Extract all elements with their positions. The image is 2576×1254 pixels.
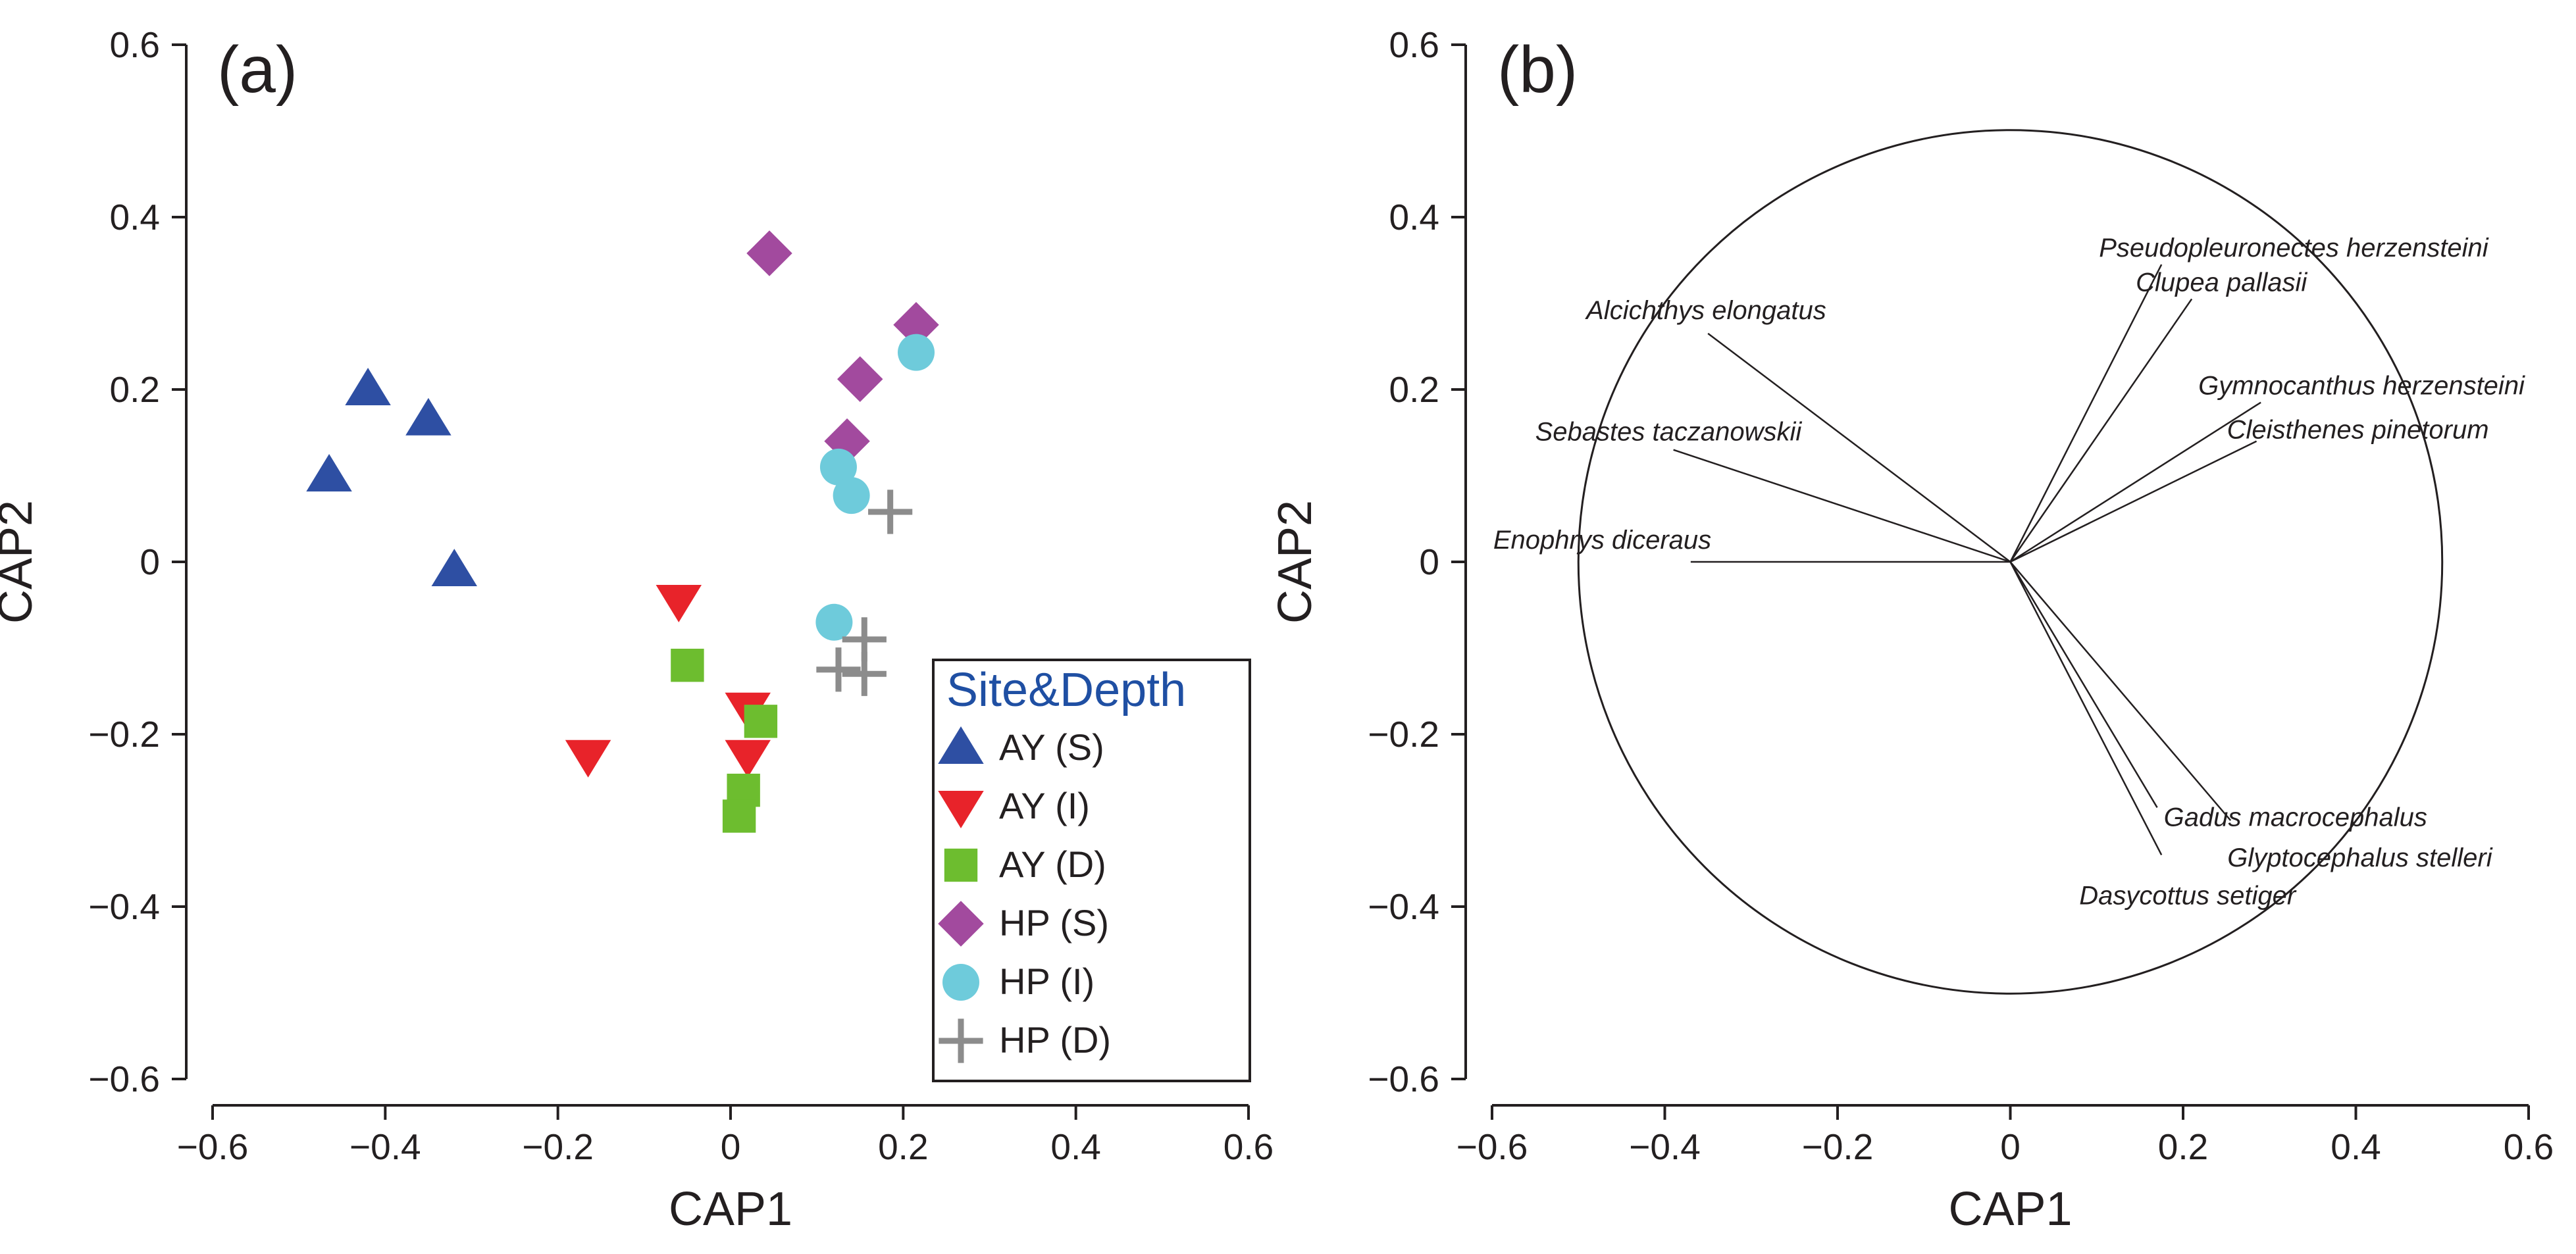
triangle-up-marker: [405, 397, 451, 436]
x-tick-label: 0.6: [2504, 1126, 2554, 1167]
panel-b: −0.6 −0.4 −0.2 0 0.2 0.4 0.6 0.6 0.4 0.2 0 −0.2 −0.4…: [1269, 24, 2554, 1236]
square-marker: [722, 799, 756, 833]
y-axis-title: CAP2: [0, 500, 42, 624]
panel-label: (a): [217, 33, 297, 107]
square-marker: [671, 649, 704, 682]
y-tick-label: −0.6: [88, 1059, 160, 1099]
correlation-circle: [1577, 129, 2444, 995]
vector-label: Dasycottus setiger: [2079, 881, 2297, 910]
vector-line: [2009, 561, 2163, 855]
y-tick-label: 0.6: [110, 24, 160, 65]
triangle-up-marker: [938, 726, 984, 764]
x-tick-label: −0.4: [349, 1126, 421, 1167]
plus-marker: [868, 489, 913, 534]
x-tick-label: −0.2: [1802, 1126, 1874, 1167]
vector-label: Clupea pallasii: [2136, 268, 2307, 297]
triangle-down-marker: [725, 740, 771, 778]
circle-marker: [819, 448, 857, 486]
circle-marker: [898, 334, 935, 371]
triangle-down-marker: [565, 740, 611, 778]
vector-line: [1707, 332, 2011, 563]
x-tick-label: 0.2: [2158, 1126, 2208, 1167]
square-marker: [744, 705, 778, 738]
diamond-marker: [746, 230, 792, 276]
vector-line: [2009, 440, 2257, 563]
vector-label: Cleisthenes pinetorum: [2227, 416, 2489, 445]
triangle-down-marker: [938, 791, 984, 828]
vector-label: Pseudopleuronectes herzensteini: [2099, 234, 2489, 263]
series-hp-d-: [816, 489, 913, 696]
legend-item-label: HP (D): [999, 1019, 1111, 1061]
series-ay-s-: [306, 368, 477, 587]
y-tick-label: 0.4: [110, 197, 160, 238]
legend-item-label: AY (D): [999, 843, 1106, 885]
diamond-marker: [938, 901, 984, 947]
triangle-down-marker: [656, 585, 702, 622]
legend-item-label: HP (I): [999, 961, 1095, 1002]
legend-item-label: AY (S): [999, 726, 1104, 768]
series-hp-s-: [746, 230, 939, 464]
y-tick-label: −0.2: [88, 714, 160, 755]
x-tick-label: −0.6: [177, 1126, 249, 1167]
x-tick-label: 0: [721, 1126, 741, 1167]
panel-label: (b): [1497, 33, 1578, 107]
vector-line: [1673, 449, 2011, 563]
y-tick-label: −0.4: [88, 886, 160, 927]
vector-label: Enophrys diceraus: [1493, 526, 1711, 555]
plus-marker: [939, 1018, 983, 1063]
x-tick-label: 0: [2000, 1126, 2021, 1167]
circle-marker: [942, 964, 979, 1001]
legend: Site&Depth AY (S) AY (I) AY (D) HP (S) HP (I)…: [932, 659, 1251, 1082]
y-axis-title: CAP2: [1269, 500, 1322, 624]
y-tick-label: 0.6: [1389, 24, 1439, 65]
x-tick-label: 0.4: [2331, 1126, 2381, 1167]
legend-item-label: AY (I): [999, 785, 1090, 826]
vector-line: [2009, 298, 2193, 563]
series-ay-i-: [565, 585, 771, 778]
x-axis-title: CAP1: [669, 1183, 792, 1236]
y-tick-label: −0.6: [1368, 1059, 1439, 1099]
vector-label: Sebastes taczanowskii: [1535, 418, 1803, 447]
legend-box: [932, 659, 1251, 1082]
diamond-marker: [824, 418, 870, 464]
plus-marker: [816, 647, 861, 692]
y-tick-label: 0.2: [1389, 369, 1439, 410]
y-tick-label: −0.4: [1368, 886, 1439, 927]
vector-label: Alcichthys elongatus: [1585, 296, 1826, 325]
vector-line: [2009, 561, 2232, 821]
triangle-up-marker: [345, 368, 391, 405]
plus-marker: [842, 651, 887, 696]
y-tick-label: −0.2: [1368, 714, 1439, 755]
circle-marker: [833, 477, 870, 514]
vector-label: Gymnocanthus herzensteini: [2198, 372, 2525, 401]
vector-label: Gadus macrocephalus: [2164, 803, 2427, 832]
series-hp-i-: [815, 334, 935, 641]
y-tick-label: 0: [1419, 541, 1439, 582]
circle-marker: [815, 603, 853, 641]
x-tick-label: −0.6: [1456, 1126, 1528, 1167]
x-tick-label: −0.4: [1629, 1126, 1701, 1167]
vector-line: [2009, 264, 2163, 563]
x-tick-label: 0.2: [878, 1126, 928, 1167]
y-tick-label: 0.4: [1389, 197, 1439, 238]
series-ay-d-: [671, 649, 778, 833]
x-tick-label: 0.4: [1050, 1126, 1100, 1167]
y-tick-label: 0.2: [110, 369, 160, 410]
x-tick-label: 0.6: [1224, 1126, 1274, 1167]
panel-a: −0.6 −0.4 −0.2 0 0.2 0.4 0.6 0.6 0.4 0.2 0 −0.2 −0.4…: [0, 24, 1274, 1236]
triangle-up-marker: [306, 454, 352, 491]
square-marker: [944, 848, 978, 882]
vector-line: [2009, 401, 2261, 563]
x-tick-label: −0.2: [522, 1126, 594, 1167]
vector-label: Glyptocephalus stelleri: [2227, 843, 2493, 872]
triangle-up-marker: [431, 549, 477, 587]
vector-line: [2009, 561, 2158, 808]
y-tick-label: 0: [140, 541, 160, 582]
x-axis-title: CAP1: [1948, 1183, 2072, 1236]
diamond-marker: [893, 302, 939, 348]
legend-item-label: HP (S): [999, 902, 1109, 943]
legend-title: Site&Depth: [946, 664, 1186, 716]
diamond-marker: [837, 356, 883, 402]
